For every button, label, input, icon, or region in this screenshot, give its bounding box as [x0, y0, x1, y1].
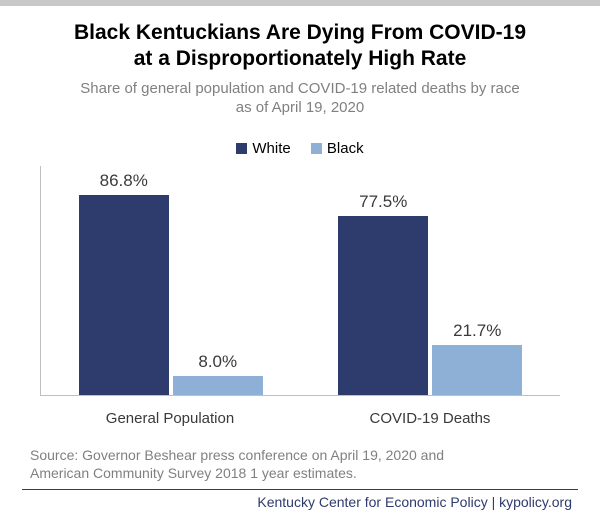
bar: 8.0% — [173, 376, 263, 394]
bar: 21.7% — [432, 345, 522, 395]
footer-credit: Kentucky Center for Economic Policy | ky… — [257, 494, 572, 510]
x-axis-labels: General Population COVID-19 Deaths — [40, 404, 560, 434]
source-note: Source: Governor Beshear press conferenc… — [0, 434, 600, 484]
bar-value-label: 77.5% — [359, 192, 407, 212]
x-axis-label: COVID-19 Deaths — [370, 410, 491, 427]
source-line-2: American Community Survey 2018 1 year es… — [30, 465, 357, 481]
content-container: Black Kentuckians Are Dying From COVID-1… — [0, 6, 600, 434]
legend-swatch-black — [311, 143, 322, 154]
bar-value-label: 8.0% — [198, 352, 237, 372]
bar-group: 77.5%21.7% — [338, 216, 522, 394]
legend-swatch-white — [236, 143, 247, 154]
chart-plot-area: 86.8%8.0%77.5%21.7% — [40, 166, 560, 396]
x-axis-label: General Population — [106, 410, 234, 427]
bar-value-label: 86.8% — [100, 171, 148, 191]
footer-rule — [22, 489, 578, 490]
legend-item-white: White — [236, 140, 290, 157]
title-line-1: Black Kentuckians Are Dying From COVID-1… — [74, 21, 526, 44]
bar-group: 86.8%8.0% — [79, 195, 263, 395]
subtitle-line-2: as of April 19, 2020 — [236, 99, 364, 116]
subtitle-line-1: Share of general population and COVID-19… — [80, 80, 519, 97]
legend-label-black: Black — [327, 140, 364, 157]
legend-item-black: Black — [311, 140, 364, 157]
bar: 86.8% — [79, 195, 169, 395]
bar: 77.5% — [338, 216, 428, 394]
chart-subtitle: Share of general population and COVID-19… — [30, 79, 570, 118]
legend: White Black — [30, 140, 570, 158]
legend-label-white: White — [252, 140, 290, 157]
source-line-1: Source: Governor Beshear press conferenc… — [30, 447, 444, 463]
chart-title: Black Kentuckians Are Dying From COVID-1… — [30, 20, 570, 73]
title-line-2: at a Disproportionately High Rate — [134, 47, 467, 70]
bar-value-label: 21.7% — [453, 321, 501, 341]
